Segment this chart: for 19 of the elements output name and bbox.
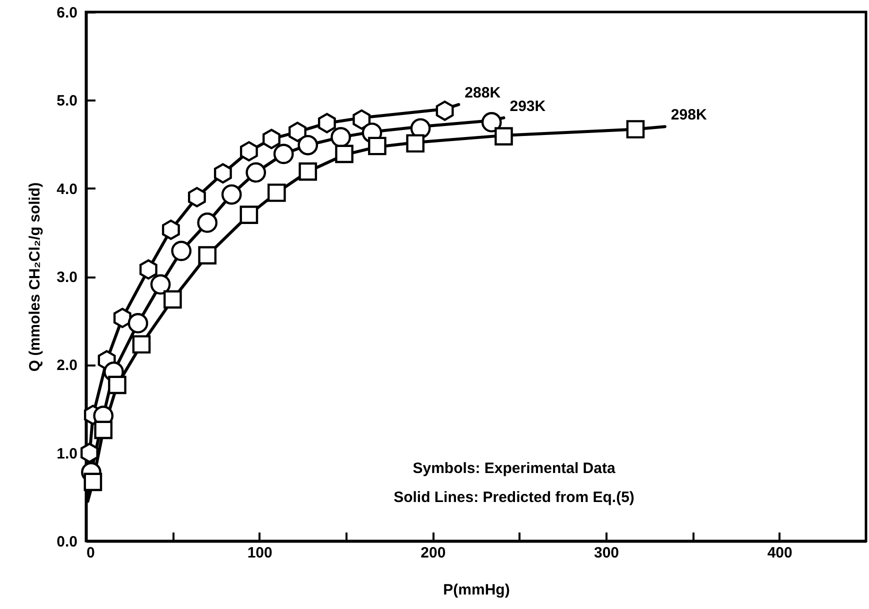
x-tick-label: 300	[594, 544, 620, 562]
series-label: 293K	[510, 98, 546, 115]
x-tick-label: 100	[247, 544, 272, 562]
x-tick-label: 400	[767, 544, 792, 562]
x-axis-title: P(mmHg)	[443, 582, 510, 598]
x-tick-label: 0	[86, 544, 95, 562]
y-tick-label: 6.0	[56, 4, 78, 22]
y-axis-title: Q (mmoles CH₂Cl₂/g solid)	[26, 182, 44, 372]
annotation: Solid Lines: Predicted from Eq.(5)	[394, 489, 634, 506]
y-tick-label: 3.0	[56, 269, 78, 286]
series-label: 298K	[670, 106, 707, 124]
series-label: 288K	[464, 84, 501, 102]
y-tick-label: 1.0	[56, 445, 78, 462]
y-tick-label: 4.0	[56, 180, 78, 198]
y-tick-label: 5.0	[56, 92, 78, 110]
y-tick-label: 0.0	[56, 534, 78, 550]
x-tick-label: 200	[420, 544, 446, 562]
y-tick-label: 2.0	[56, 357, 78, 374]
annotation: Symbols: Experimental Data	[412, 460, 616, 477]
